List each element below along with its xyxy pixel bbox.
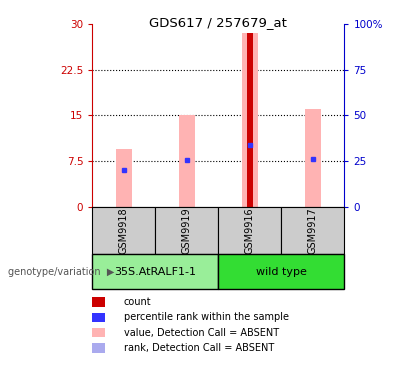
Bar [218, 207, 281, 254]
Text: 35S.AtRALF1-1: 35S.AtRALF1-1 [114, 267, 197, 277]
Text: rank, Detection Call = ABSENT: rank, Detection Call = ABSENT [124, 343, 274, 353]
Bar [92, 207, 155, 254]
Bar [305, 109, 321, 207]
Text: count: count [124, 297, 152, 307]
Text: value, Detection Call = ABSENT: value, Detection Call = ABSENT [124, 328, 279, 338]
Bar [179, 115, 195, 207]
Bar [281, 207, 344, 254]
Text: GDS617 / 257679_at: GDS617 / 257679_at [150, 16, 287, 30]
Bar [247, 33, 253, 207]
Text: GSM9917: GSM9917 [308, 207, 318, 254]
Bar [242, 33, 258, 207]
Text: GSM9918: GSM9918 [119, 207, 129, 254]
Text: GSM9919: GSM9919 [182, 207, 192, 254]
Bar [92, 254, 218, 289]
Text: percentile rank within the sample: percentile rank within the sample [124, 312, 289, 322]
Text: wild type: wild type [256, 267, 307, 277]
Text: GSM9916: GSM9916 [245, 207, 255, 254]
Bar [116, 149, 132, 207]
Bar [155, 207, 218, 254]
Bar [218, 254, 344, 289]
Text: genotype/variation  ▶: genotype/variation ▶ [8, 267, 115, 277]
